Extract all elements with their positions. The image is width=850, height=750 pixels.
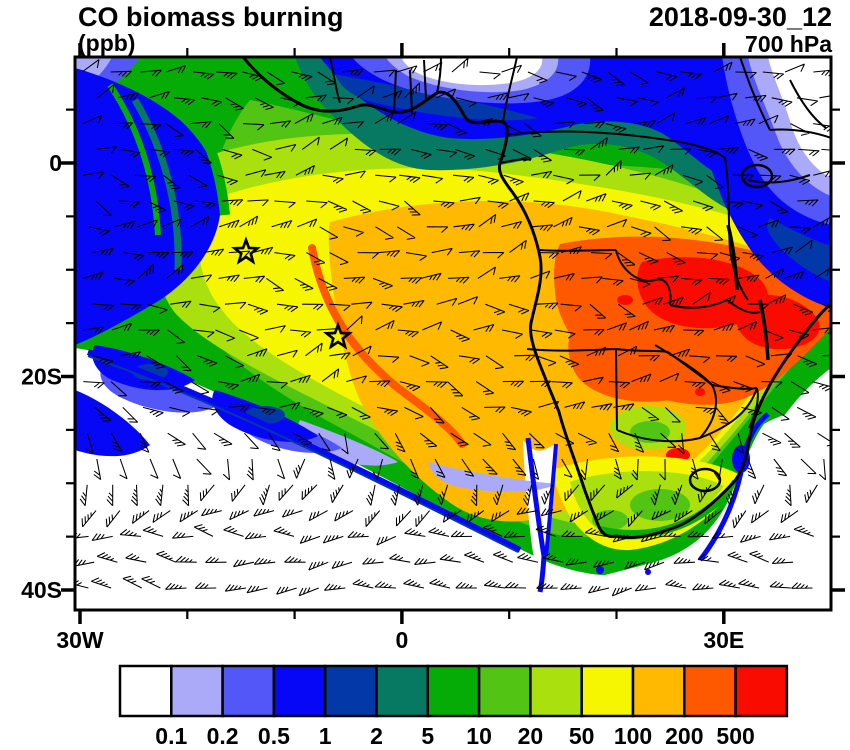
contour-fill-red-core-east <box>735 294 820 350</box>
star-marker <box>323 321 353 350</box>
x-tick-label: 0 <box>396 627 409 653</box>
colorbar: 0.1 0.2 0.5 1 2 5 10 20 50 100 200 500 <box>118 664 789 749</box>
y-tick-label: 0 <box>49 150 62 176</box>
colorbar-swatch <box>683 664 737 718</box>
map-area <box>75 57 831 610</box>
contour-fill-red-spot <box>617 295 633 305</box>
wind-barb-lines <box>75 57 831 597</box>
axis-ticks <box>61 43 845 624</box>
contour-fill-red-spot <box>695 388 705 396</box>
colorbar-swatch <box>426 664 481 718</box>
colorbar-swatch <box>375 664 430 718</box>
contour-edge-navy-sw <box>87 355 519 553</box>
contour-fill-se-white-ocean <box>450 408 831 610</box>
x-tick-label: 30W <box>56 627 104 653</box>
colorbar-swatch <box>118 664 173 718</box>
colorbar-tick-label: 10 <box>466 723 492 749</box>
lake-malawi-outline <box>758 299 770 361</box>
star-marker <box>231 236 261 265</box>
colorbar-tick-label: 50 <box>569 723 595 749</box>
plot-title: CO biomass burning <box>78 2 344 32</box>
colorbar-tick-label: 1 <box>319 723 332 749</box>
colorbar-swatch <box>580 664 635 718</box>
colorbar-swatch <box>221 664 276 718</box>
africa-coastline <box>241 57 831 540</box>
contour-edge-blue-notch <box>544 443 558 557</box>
contour-edge-blue-sw <box>87 349 522 553</box>
wind-barbs <box>75 57 831 597</box>
contour-fill-durban-blue-blob <box>732 445 750 473</box>
contour-streak-nw-green <box>107 83 161 236</box>
colorbar-tick-label: 0.1 <box>155 723 187 749</box>
lesotho-border <box>688 467 722 493</box>
colorbar-swatch <box>170 664 224 718</box>
colorbar-swatch <box>477 664 532 718</box>
colorbar-tick-label: 0.2 <box>207 723 239 749</box>
colorbar-swatch <box>734 664 789 718</box>
contour-streak-nw-teal <box>131 98 182 271</box>
colorbar-swatch <box>272 664 327 718</box>
colorbar-swatch <box>631 664 686 718</box>
map-frame <box>73 55 833 612</box>
contour-edge-blue-notch <box>525 437 547 593</box>
y-tick-label: 40S <box>21 577 62 603</box>
axis-tick-labels: 30W 0 30E 0 20S 40S <box>21 150 744 653</box>
contour-fill-coast-blue-dot <box>645 569 651 575</box>
contour-fill-coast-blue-dot <box>596 566 604 574</box>
colorbar-swatch <box>323 664 378 718</box>
plot-datetime: 2018-09-30_12 <box>649 2 832 32</box>
contour-fill-orange-red-botswana <box>568 328 708 402</box>
plot-level: 700 hPa <box>745 31 832 57</box>
colorbar-tick-label: 20 <box>518 723 544 749</box>
plot-units: (ppb) <box>78 30 135 56</box>
colorbar-tick-label: 5 <box>421 723 434 749</box>
x-tick-label: 30E <box>703 627 744 653</box>
contour-fill-white-patch-top <box>402 57 543 86</box>
contour-fill-navy-stripe <box>335 74 538 121</box>
colorbar-tick-label: 100 <box>614 723 652 749</box>
contour-fill-sw-blue <box>75 390 150 457</box>
contour-streak-nw-green <box>156 66 230 216</box>
colorbar-tick-label: 2 <box>370 723 383 749</box>
colorbar-tick-label: 200 <box>665 723 703 749</box>
contour-fill-white-patch-ne <box>768 57 831 178</box>
contour-fill-sw-lavender-streak <box>428 462 556 492</box>
contour-fill-nw-blue <box>75 68 221 345</box>
y-tick-label: 20S <box>21 364 62 390</box>
colorbar-swatch <box>529 664 583 718</box>
colorbar-tick-label: 0.5 <box>258 723 290 749</box>
colorbar-tick-label: 500 <box>716 723 754 749</box>
